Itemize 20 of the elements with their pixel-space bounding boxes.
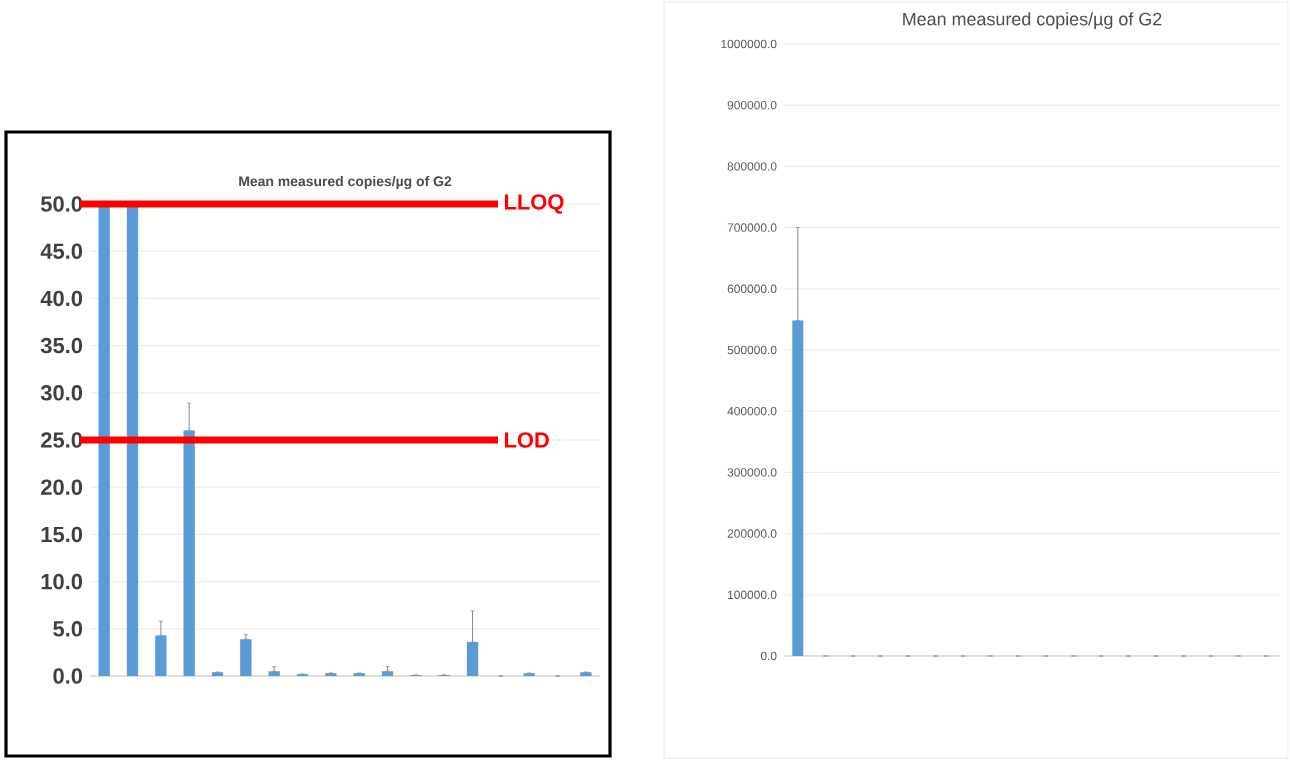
y-tick-label: 15.0 xyxy=(41,526,83,543)
y-tick-label: 25.0 xyxy=(41,432,83,448)
bar xyxy=(98,203,110,676)
y-tick-label: 30.0 xyxy=(40,385,83,401)
y-tick-label: 45.0 xyxy=(40,243,83,259)
y-tick-label: 50.0 xyxy=(41,196,83,212)
y-tick-label: 20.0 xyxy=(41,479,83,495)
bar xyxy=(126,203,139,676)
y-tick-label: 40.0 xyxy=(40,290,83,307)
y-tick-label: 0.0 xyxy=(53,668,83,684)
ref-line-label: LOD xyxy=(504,432,549,448)
ref-line-label: LLOQ xyxy=(504,194,564,214)
y-tick-label: 10.0 xyxy=(41,573,83,590)
bar xyxy=(466,642,479,676)
chart-title: Mean measured copies/µg of G2 xyxy=(903,12,1162,29)
y-tick-label: 35.0 xyxy=(40,337,83,354)
y-tick-label: 5.0 xyxy=(53,621,83,637)
bar xyxy=(183,430,195,676)
bar xyxy=(240,639,252,676)
bar xyxy=(155,635,167,676)
